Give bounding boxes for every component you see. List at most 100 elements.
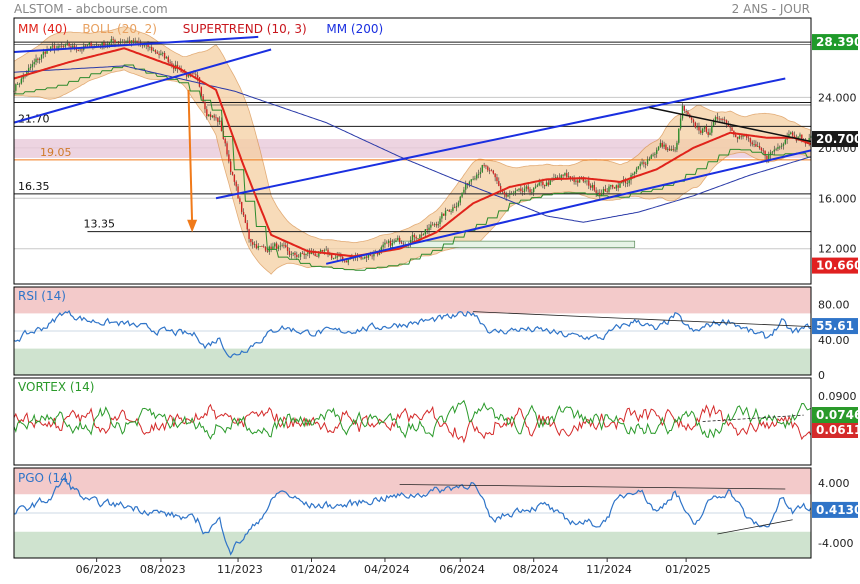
price-candle-body	[336, 256, 338, 258]
price-candle-body	[420, 234, 423, 236]
price-candle-body	[387, 240, 390, 243]
price-candle-body	[714, 117, 717, 122]
price-candle-body	[292, 252, 294, 254]
price-candle-body	[454, 207, 456, 209]
price-candle-body	[665, 144, 667, 150]
price-candle-body	[364, 256, 366, 259]
price-candle-body	[400, 242, 403, 244]
price-candle-body	[441, 213, 443, 219]
price-candle-body	[481, 165, 483, 172]
price-candle-body	[536, 185, 539, 187]
price-ytick-label: 16.000	[818, 192, 857, 205]
price-candle-body	[156, 52, 158, 54]
price-candle-body	[330, 254, 333, 259]
price-candle-body	[103, 42, 105, 46]
price-candle-body	[577, 180, 579, 183]
price-candle-body	[369, 254, 371, 256]
price-candle-body	[439, 218, 441, 225]
price-candle-body	[747, 137, 750, 139]
price-candle-body	[650, 155, 652, 159]
price-candle-body	[200, 86, 203, 97]
price-candle-body	[547, 182, 550, 185]
price-candle-body	[415, 237, 417, 239]
price-candle-body	[73, 45, 76, 48]
price-candle-body	[143, 45, 146, 47]
price-candle-body	[600, 193, 603, 196]
price-candle-body	[775, 148, 777, 150]
price-candle-body	[27, 68, 30, 72]
price-candle-body	[264, 247, 267, 251]
price-candle-body	[310, 252, 313, 255]
pgo-upper-zone	[14, 468, 811, 495]
price-candle-body	[90, 42, 92, 48]
price-candle-body	[255, 244, 258, 249]
rsi-line	[13, 309, 812, 359]
price-candle-body	[242, 211, 245, 216]
price-candle-body	[395, 240, 397, 243]
price-candle-body	[130, 40, 133, 44]
price-candle-body	[231, 171, 234, 175]
pgo-panel: -4.00004.000	[13, 468, 853, 558]
price-candle-body	[323, 250, 326, 252]
price-candle-body	[492, 170, 495, 174]
flag-low-label: 10.660	[816, 259, 860, 273]
pgo-support-line	[717, 519, 793, 535]
price-candle-body	[299, 253, 302, 257]
price-candle-body	[470, 179, 472, 182]
price-candle-body	[162, 52, 164, 54]
vortex-panel: 0.09000.0600	[13, 390, 857, 444]
x-tick-label: 08/2023	[140, 563, 186, 576]
price-candle-body	[512, 192, 515, 194]
price-candle-body	[523, 188, 526, 192]
price-candle-body	[312, 252, 315, 254]
price-candle-body	[189, 73, 191, 75]
price-candle-body	[567, 176, 570, 178]
price-candle-body	[437, 224, 439, 226]
x-tick-label: 01/2024	[290, 563, 336, 576]
price-candle-body	[643, 162, 645, 164]
price-candle-body	[217, 117, 219, 122]
price-candle-body	[628, 180, 630, 184]
price-candle-body	[709, 132, 711, 135]
price-candle-body	[735, 134, 737, 138]
consolidation-box	[390, 240, 636, 248]
price-candle-body	[560, 175, 562, 179]
flag-vortex-plus-label: 0.0746	[816, 408, 860, 422]
price-candle-body	[784, 139, 786, 144]
price-candle-body	[679, 118, 682, 129]
price-candle-body	[472, 178, 474, 180]
price-candle-body	[86, 44, 89, 46]
price-candle-body	[527, 186, 529, 190]
price-candle-body	[731, 127, 733, 131]
price-candle-body	[538, 182, 540, 186]
price-candle-body	[659, 142, 662, 147]
price-candle-body	[367, 254, 370, 258]
price-candle-body	[160, 53, 162, 56]
price-candle-body	[604, 189, 607, 192]
price-candle-body	[516, 190, 518, 192]
price-candle-body	[29, 66, 32, 69]
price-candle-body	[801, 134, 803, 141]
price-candle-body	[768, 155, 770, 160]
rsi-panel-frame	[13, 286, 812, 376]
price-candle-body	[281, 244, 283, 246]
price-candle-body	[716, 117, 719, 119]
price-candle-body	[252, 242, 254, 245]
price-candle-body	[771, 151, 774, 153]
price-candle-body	[566, 173, 568, 177]
price-candle-body	[426, 229, 428, 231]
price-candle-body	[123, 41, 125, 43]
price-candle-body	[213, 115, 215, 118]
rsi-ytick-label: 0	[818, 369, 825, 382]
price-candle-body	[152, 50, 155, 52]
price-candle-body	[678, 128, 680, 143]
flag-last-price-bg	[812, 131, 858, 148]
flag-vortex-plus: 0.0746	[812, 407, 860, 423]
price-candle-body	[272, 246, 274, 250]
price-candle-body	[283, 244, 285, 246]
price-candle-body	[110, 39, 113, 43]
rsi-overbought-zone	[14, 287, 811, 314]
price-candle-body	[746, 135, 748, 138]
price-candle-body	[70, 46, 72, 49]
price-candle-body	[244, 215, 247, 223]
